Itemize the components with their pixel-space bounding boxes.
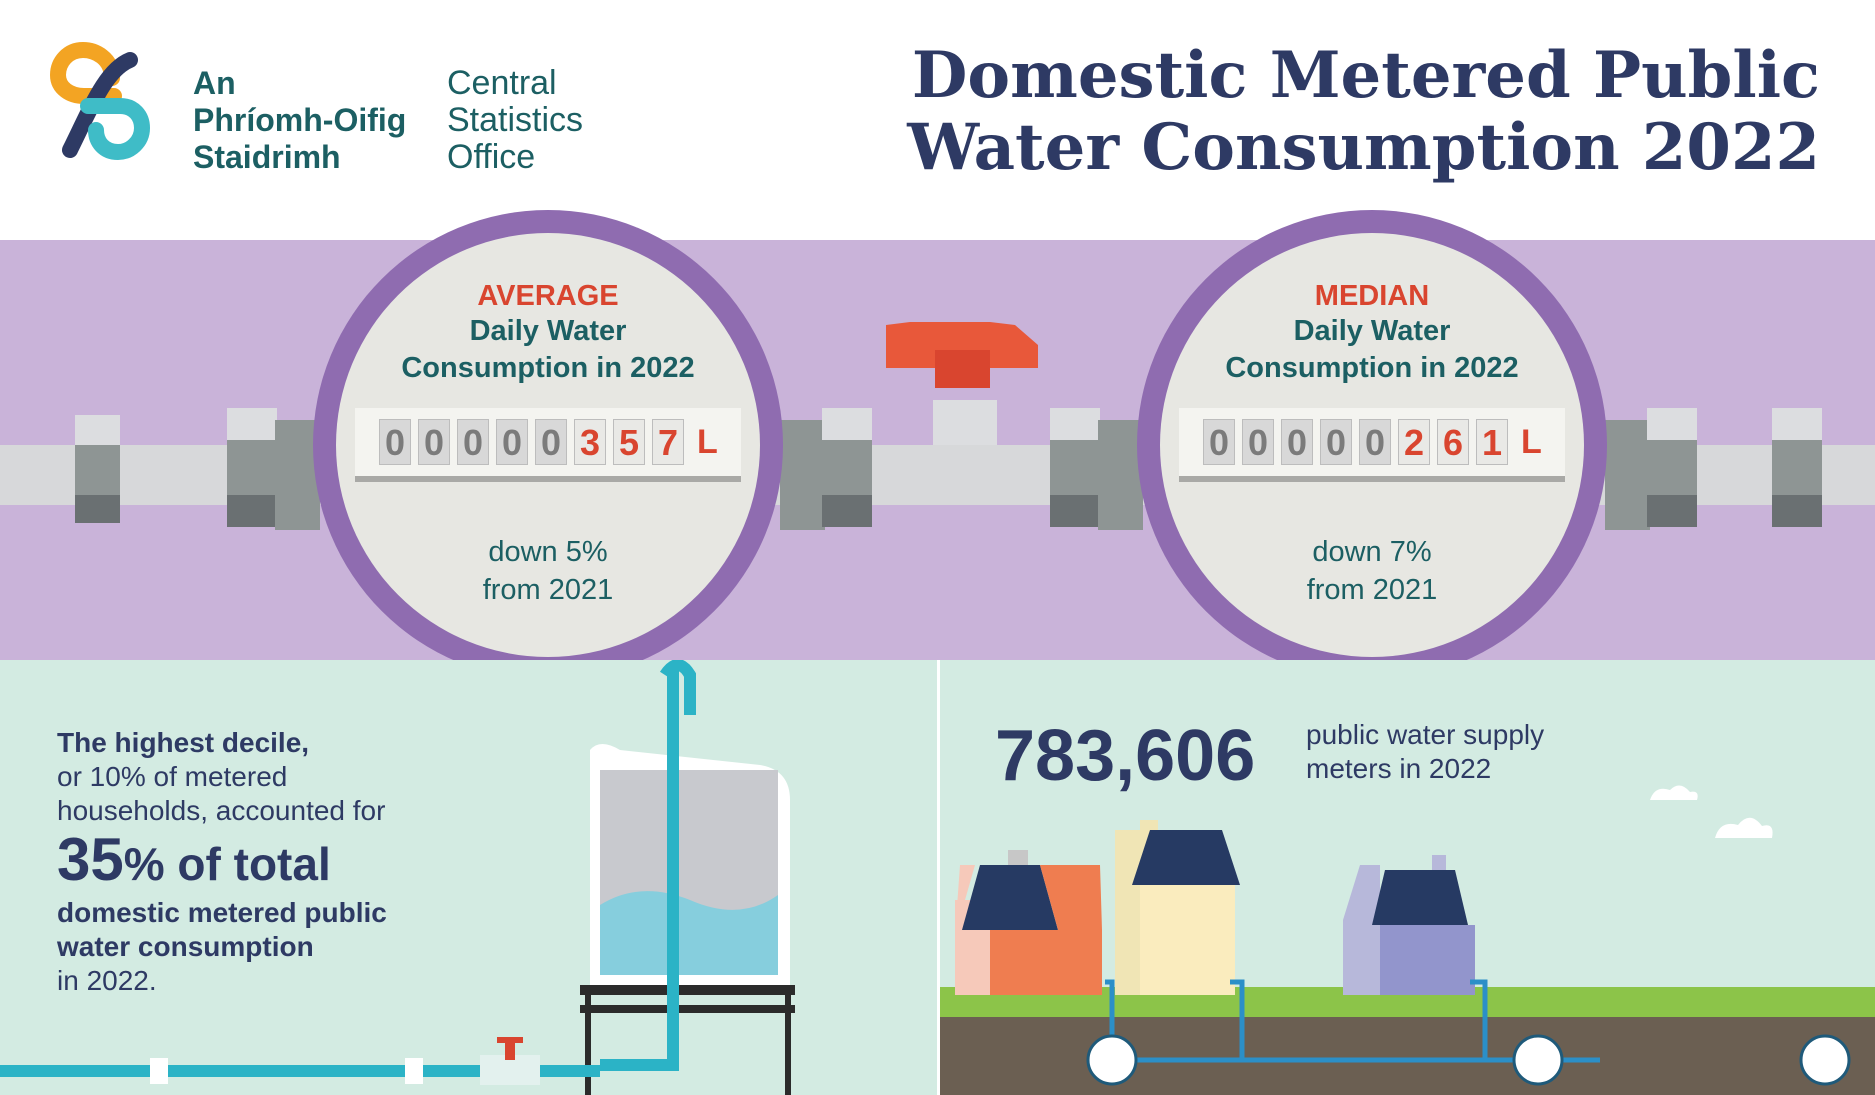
- average-change-line2: from 2021: [482, 574, 614, 606]
- logo-irish-line3: Staidrimh: [193, 139, 341, 175]
- meters-panel: [940, 660, 1875, 1095]
- page-title: Domestic Metered Public Water Consumptio…: [907, 40, 1820, 184]
- meter-count: 783,606: [995, 716, 1256, 796]
- cso-logo-mark: [50, 41, 150, 161]
- median-digit: 6: [1437, 419, 1469, 465]
- median-dial: MEDIAN Daily Water Consumption in 2022 0…: [1137, 210, 1607, 680]
- median-unit: L: [1521, 422, 1542, 461]
- meter-icon: [1799, 1034, 1851, 1086]
- median-digit: 0: [1281, 419, 1313, 465]
- median-dial-face: MEDIAN Daily Water Consumption in 2022 0…: [1160, 233, 1584, 657]
- meter-label-line2: meters in 2022: [1306, 753, 1492, 784]
- average-digit: 0: [496, 419, 528, 465]
- meter-count-label: public water supply meters in 2022: [1306, 718, 1606, 786]
- logo-english-line1: Central: [447, 64, 557, 102]
- title-line1: Domestic Metered Public: [911, 38, 1820, 113]
- average-digit: 0: [418, 419, 450, 465]
- median-change-line2: from 2021: [1306, 574, 1438, 606]
- average-digit: 3: [574, 419, 606, 465]
- median-line2: Consumption in 2022: [1225, 352, 1519, 384]
- meter-label-line1: public water supply: [1306, 719, 1545, 750]
- median-change-line1: down 7%: [1312, 536, 1432, 568]
- meter-icon: [1086, 1034, 1138, 1086]
- cloud-icon: [1650, 785, 1698, 800]
- average-digit: 0: [457, 419, 489, 465]
- average-line2: Consumption in 2022: [401, 352, 695, 384]
- median-counter: 0 0 0 0 0 2 6 1 L: [1179, 408, 1565, 482]
- decile-line2: or 10% of metered: [57, 761, 288, 792]
- cloud-icon: [1715, 817, 1773, 838]
- decile-bold-line5: water consumption: [57, 931, 314, 962]
- decile-panel: The highest decile, or 10% of metered ho…: [0, 660, 937, 1095]
- average-digit: 0: [379, 419, 411, 465]
- houses-illustration: [940, 785, 1875, 1095]
- header: An Phríomh-Oifig Staidrimh Central Stati…: [0, 0, 1875, 240]
- median-digit: 0: [1203, 419, 1235, 465]
- average-dial-face: AVERAGE Daily Water Consumption in 2022 …: [336, 233, 760, 657]
- average-digit: 0: [535, 419, 567, 465]
- decile-highlight: 35% of total: [57, 828, 457, 896]
- logo-english-line3: Office: [447, 138, 536, 176]
- median-line1: Daily Water: [1293, 315, 1451, 347]
- water-tank-illustration: [0, 660, 795, 1095]
- decile-line3: households, accounted for: [57, 795, 386, 826]
- average-digit: 7: [652, 419, 684, 465]
- decile-big-number: 35: [57, 826, 124, 893]
- logo-irish-line1: An: [193, 65, 236, 101]
- panel-divider: [937, 660, 940, 1095]
- median-digit: 0: [1320, 419, 1352, 465]
- average-counter: 0 0 0 0 0 3 5 7 L: [355, 408, 741, 482]
- title-line2: Water Consumption 2022: [907, 110, 1820, 185]
- average-digit: 5: [613, 419, 645, 465]
- logo-irish-line2: Phríomh-Oifig: [193, 102, 407, 138]
- average-kind: AVERAGE: [477, 280, 619, 312]
- average-line1: Daily Water: [469, 315, 627, 347]
- median-digit: 0: [1242, 419, 1274, 465]
- decile-text: The highest decile, or 10% of metered ho…: [57, 726, 457, 998]
- median-kind: MEDIAN: [1314, 280, 1430, 312]
- meter-icon: [1512, 1034, 1564, 1086]
- median-digit: 1: [1476, 419, 1508, 465]
- median-digit: 0: [1359, 419, 1391, 465]
- decile-big-suffix: % of total: [123, 838, 331, 890]
- decile-line6: in 2022.: [57, 965, 157, 996]
- decile-bold-line4: domestic metered public: [57, 897, 387, 928]
- median-digit: 2: [1398, 419, 1430, 465]
- average-dial: AVERAGE Daily Water Consumption in 2022 …: [313, 210, 783, 680]
- decile-bold-line: The highest decile,: [57, 727, 310, 758]
- average-unit: L: [697, 422, 718, 461]
- average-change-line1: down 5%: [488, 536, 608, 568]
- logo-english-line2: Statistics: [447, 101, 584, 139]
